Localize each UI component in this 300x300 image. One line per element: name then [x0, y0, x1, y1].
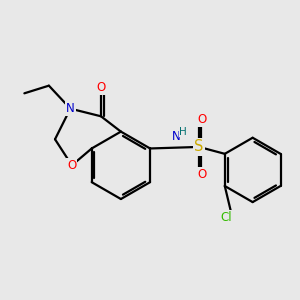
Text: N: N — [172, 130, 180, 143]
Text: Cl: Cl — [221, 211, 232, 224]
Text: O: O — [197, 113, 207, 126]
Text: S: S — [194, 140, 204, 154]
Text: O: O — [67, 159, 76, 172]
Text: O: O — [96, 81, 106, 94]
Text: O: O — [197, 168, 207, 181]
Text: H: H — [179, 127, 187, 136]
Text: N: N — [66, 102, 75, 115]
